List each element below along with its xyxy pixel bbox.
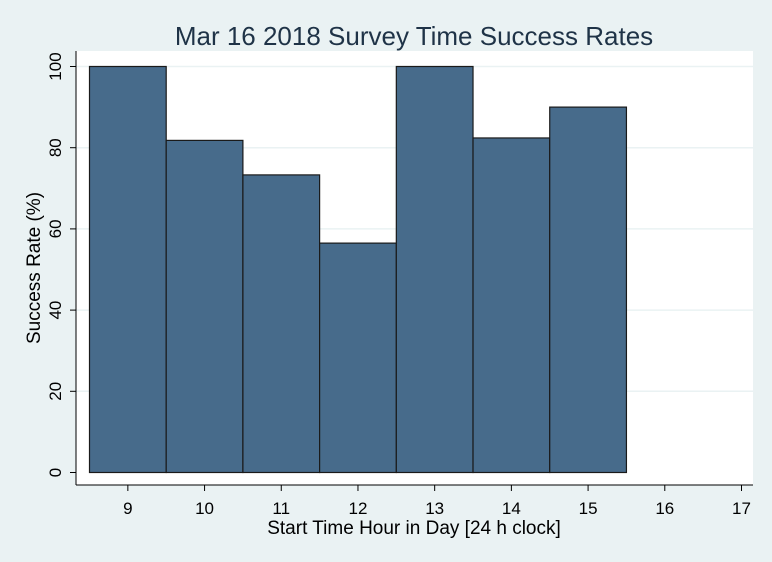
x-tick-label: 11 [272,499,290,518]
bar [242,174,321,474]
x-tick-label: 15 [579,499,598,518]
y-tick-label: 100 [46,52,65,80]
x-tick-label: 16 [655,499,674,518]
y-tick-label: 60 [46,219,65,238]
y-tick-label: 40 [46,301,65,320]
y-tick-label: 0 [46,468,65,477]
bars [88,65,628,474]
x-tick-label: 17 [732,499,751,518]
bar [472,137,551,474]
x-tick-label: 12 [349,499,368,518]
y-axis-label: Success Rate (%) [24,192,45,344]
bar [319,242,397,474]
x-tick-label: 13 [425,499,444,518]
tick-labels: 0 20 40 60 80 100 9 10 11 12 13 14 15 16 17 [46,52,751,518]
chart-title: Mar 16 2018 Survey Time Success Rates [175,21,653,51]
axes [70,51,753,491]
x-tick-label: 10 [195,499,214,518]
bar [395,65,474,474]
y-tick-label: 20 [46,382,65,401]
bar [165,139,244,474]
x-axis-label: Start Time Hour in Day [24 h clock] [267,518,561,539]
x-tick-label: 9 [123,499,132,518]
x-tick-label: 14 [502,499,521,518]
bar [549,106,628,474]
y-tick-label: 80 [46,138,65,157]
bar [88,65,167,474]
